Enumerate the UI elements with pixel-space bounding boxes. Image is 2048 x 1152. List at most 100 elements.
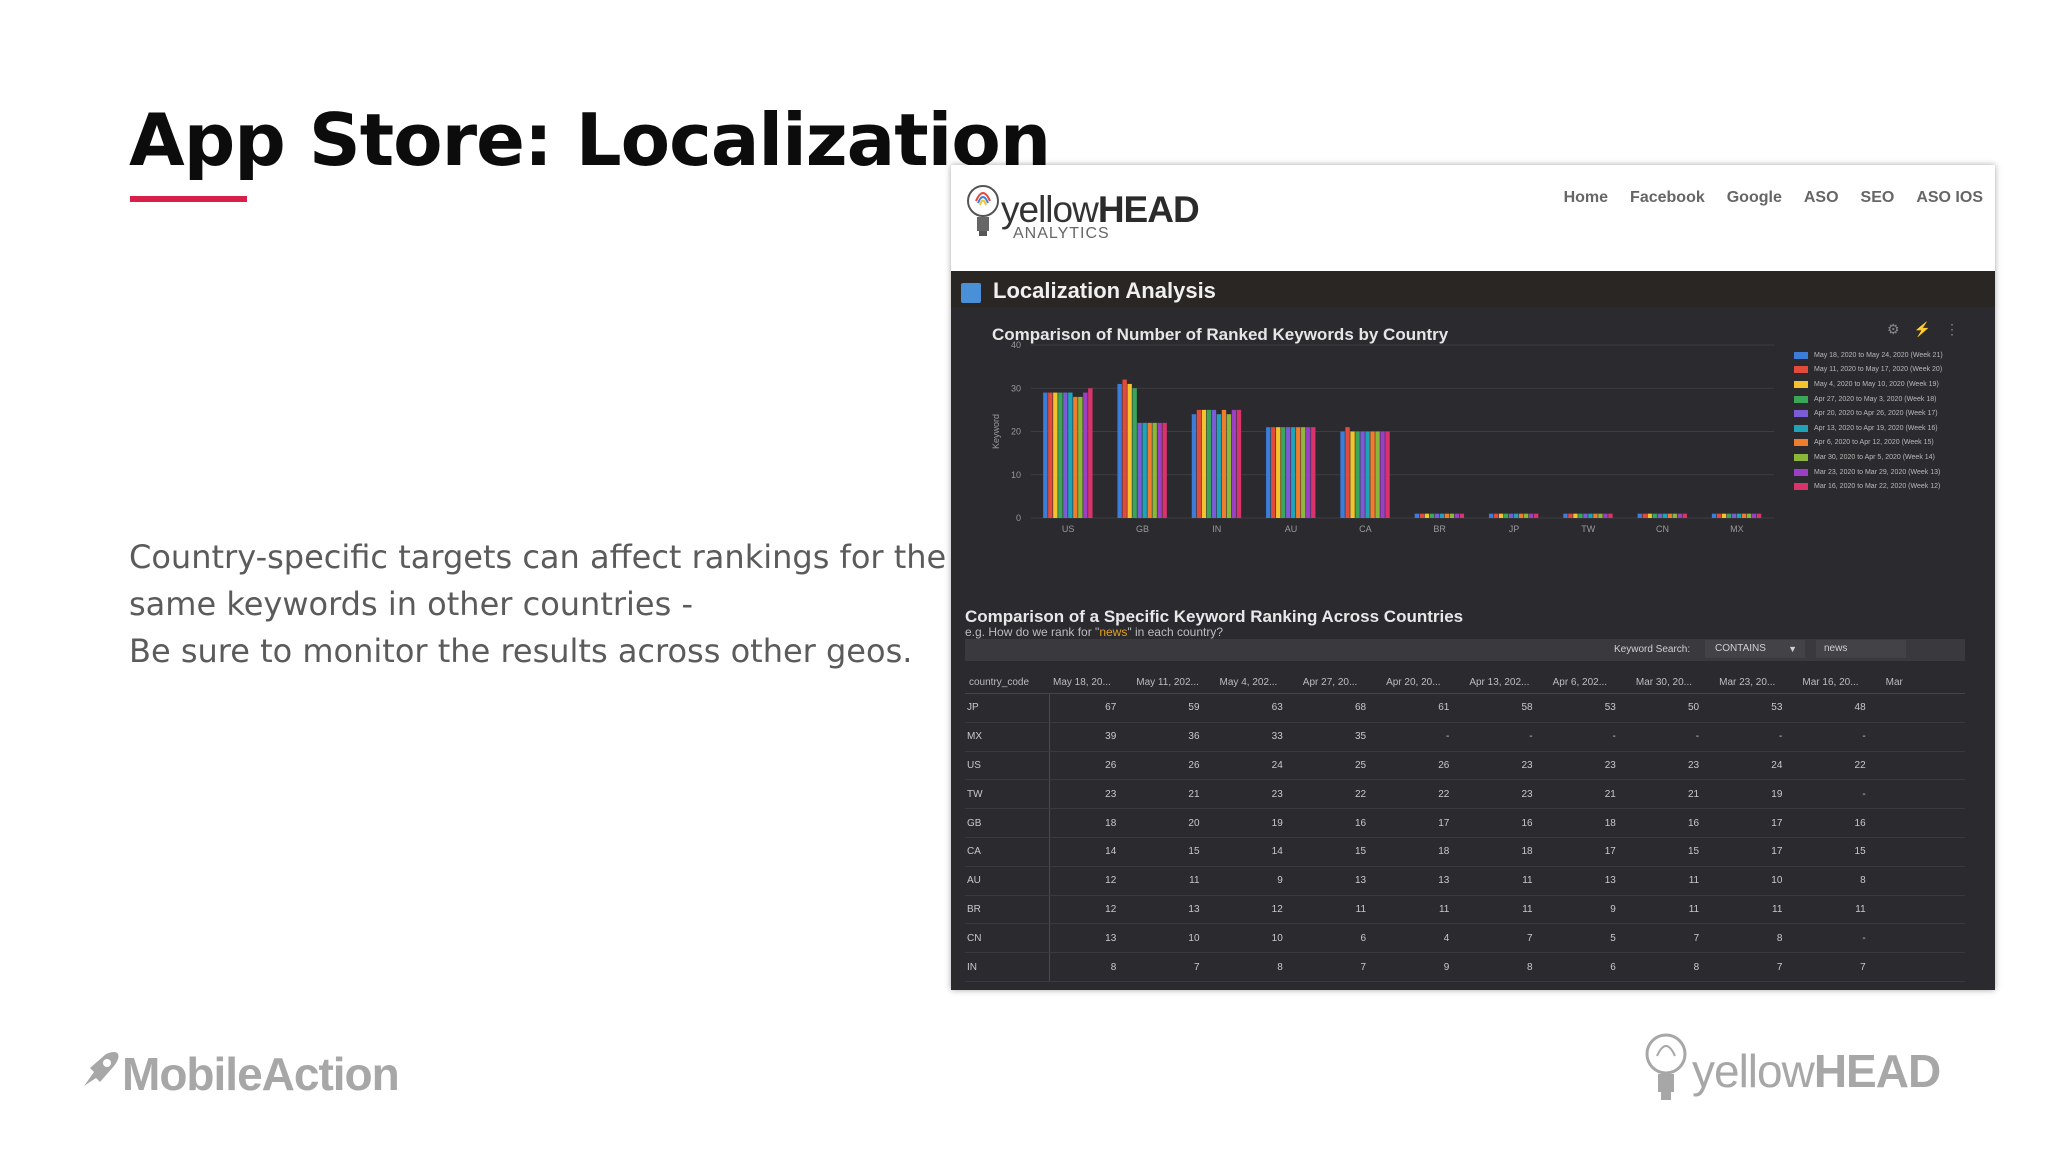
table-cell: 26 bbox=[1382, 751, 1466, 781]
table-cell: - bbox=[1798, 722, 1882, 752]
legend-label: May 11, 2020 to May 17, 2020 (Week 20) bbox=[1814, 366, 1943, 374]
bar bbox=[1588, 513, 1593, 518]
bar bbox=[1429, 513, 1435, 518]
bar bbox=[1642, 513, 1647, 518]
bar bbox=[1375, 431, 1380, 518]
table-cell: 11 bbox=[1465, 866, 1549, 896]
bar bbox=[1053, 392, 1058, 518]
bar bbox=[1345, 427, 1350, 518]
chart-legend: May 18, 2020 to May 24, 2020 (Week 21) Ma… bbox=[1794, 348, 1984, 494]
bar bbox=[1078, 396, 1083, 518]
legend-swatch bbox=[1794, 395, 1808, 403]
column-header[interactable]: country_code bbox=[965, 671, 1049, 694]
bar bbox=[1340, 431, 1345, 518]
nav-google[interactable]: Google bbox=[1726, 189, 1782, 206]
legend-swatch bbox=[1794, 439, 1808, 447]
table-cell bbox=[1881, 808, 1965, 838]
table-cell: 7 bbox=[1715, 952, 1799, 982]
legend-swatch bbox=[1794, 483, 1808, 491]
column-header[interactable]: May 11, 202... bbox=[1132, 671, 1216, 694]
table-cell: 15 bbox=[1298, 837, 1383, 867]
bar bbox=[1196, 409, 1202, 518]
table-cell: 9 bbox=[1548, 895, 1632, 925]
table-cell: AU bbox=[965, 866, 1050, 896]
legend-item[interactable]: Apr 6, 2020 to Apr 12, 2020 (Week 15) bbox=[1794, 436, 1984, 451]
legend-item[interactable]: Apr 13, 2020 to Apr 19, 2020 (Week 16) bbox=[1794, 421, 1984, 436]
table-cell: 39 bbox=[1049, 722, 1133, 752]
table-cell: 11 bbox=[1798, 895, 1882, 925]
search-mode-select[interactable]: CONTAINS ▼ bbox=[1705, 640, 1805, 658]
bar bbox=[1157, 422, 1162, 518]
bar bbox=[1454, 513, 1460, 518]
bar bbox=[1528, 513, 1534, 518]
table-cell: 7 bbox=[1132, 952, 1216, 982]
bar bbox=[1756, 513, 1762, 518]
table-cell: 11 bbox=[1132, 866, 1216, 896]
table-cell: 13 bbox=[1132, 895, 1216, 925]
keyword-search-input[interactable]: news bbox=[1816, 640, 1906, 658]
legend-item[interactable]: Mar 23, 2020 to Mar 29, 2020 (Week 13) bbox=[1794, 465, 1984, 480]
bar bbox=[1667, 513, 1672, 518]
top-nav: Home Facebook Google ASO SEO ASO IOS bbox=[1564, 189, 1983, 207]
table-cell: 9 bbox=[1382, 952, 1466, 982]
table-cell: US bbox=[965, 751, 1050, 781]
table-cell: BR bbox=[965, 895, 1050, 925]
table-cell: CN bbox=[965, 923, 1050, 954]
column-header[interactable]: Apr 20, 20... bbox=[1382, 671, 1466, 694]
legend-item[interactable]: Mar 16, 2020 to Mar 22, 2020 (Week 12) bbox=[1794, 479, 1984, 494]
legend-item[interactable]: May 18, 2020 to May 24, 2020 (Week 21) bbox=[1794, 348, 1984, 363]
legend-item[interactable]: Apr 20, 2020 to Apr 26, 2020 (Week 17) bbox=[1794, 406, 1984, 421]
dashboard-screenshot: yellowHEAD ANALYTICS Home Facebook Googl… bbox=[951, 165, 1995, 990]
table-cell: 33 bbox=[1215, 722, 1299, 752]
nav-seo[interactable]: SEO bbox=[1860, 189, 1895, 206]
column-header[interactable]: Mar 16, 20... bbox=[1798, 671, 1882, 694]
section-band bbox=[951, 271, 1995, 307]
legend-label: Mar 16, 2020 to Mar 22, 2020 (Week 12) bbox=[1814, 483, 1941, 491]
mobileaction-logo-icon bbox=[84, 1052, 119, 1086]
slide-title: App Store: Localization bbox=[129, 98, 1051, 182]
table-cell: 8 bbox=[1715, 923, 1799, 954]
bar bbox=[1206, 409, 1212, 518]
table-cell bbox=[1881, 952, 1965, 982]
bar bbox=[1721, 513, 1727, 518]
chart-tools-icon[interactable]: ⚙⚡⋮ bbox=[1887, 321, 1973, 337]
table-cell: 8 bbox=[1798, 866, 1882, 896]
column-header[interactable]: Mar 23, 20... bbox=[1715, 671, 1799, 694]
nav-aso-ios[interactable]: ASO IOS bbox=[1916, 189, 1983, 206]
legend-item[interactable]: May 11, 2020 to May 17, 2020 (Week 20) bbox=[1794, 363, 1984, 378]
column-header[interactable]: May 4, 202... bbox=[1215, 671, 1299, 694]
legend-item[interactable]: May 4, 2020 to May 10, 2020 (Week 19) bbox=[1794, 377, 1984, 392]
table-cell: 10 bbox=[1215, 923, 1299, 954]
brand-light: yellow bbox=[1001, 189, 1099, 230]
bar bbox=[1350, 431, 1355, 518]
column-header[interactable]: Mar bbox=[1881, 671, 1965, 694]
table-cell: 17 bbox=[1715, 837, 1799, 867]
legend-swatch bbox=[1794, 410, 1808, 418]
x-tick-label: AU bbox=[1285, 524, 1298, 534]
nav-facebook[interactable]: Facebook bbox=[1630, 189, 1705, 206]
nav-home[interactable]: Home bbox=[1563, 189, 1609, 206]
bar bbox=[1593, 513, 1598, 518]
legend-item[interactable]: Apr 27, 2020 to May 3, 2020 (Week 18) bbox=[1794, 392, 1984, 407]
bar bbox=[1488, 513, 1494, 518]
table-cell: 59 bbox=[1132, 693, 1216, 723]
column-header[interactable]: May 18, 20... bbox=[1049, 671, 1133, 694]
table-cell: 68 bbox=[1298, 693, 1383, 723]
bar bbox=[1043, 392, 1048, 518]
nav-aso[interactable]: ASO bbox=[1803, 189, 1839, 206]
column-header[interactable]: Apr 27, 20... bbox=[1298, 671, 1383, 694]
bar bbox=[1568, 513, 1573, 518]
column-header[interactable]: Mar 30, 20... bbox=[1631, 671, 1716, 694]
table-cell: 19 bbox=[1215, 808, 1299, 838]
table-cell: 9 bbox=[1215, 866, 1299, 896]
column-header[interactable]: Apr 13, 202... bbox=[1465, 671, 1549, 694]
column-header[interactable]: Apr 6, 202... bbox=[1548, 671, 1632, 694]
bar bbox=[1603, 513, 1608, 518]
bar bbox=[1068, 392, 1073, 518]
legend-swatch bbox=[1794, 380, 1808, 388]
bar bbox=[1088, 388, 1093, 518]
table-subtitle: e.g. How do we rank for "news" in each c… bbox=[965, 625, 1223, 639]
table-cell: 67 bbox=[1049, 693, 1133, 723]
legend-item[interactable]: Mar 30, 2020 to Apr 5, 2020 (Week 14) bbox=[1794, 450, 1984, 465]
bar bbox=[1152, 422, 1157, 518]
